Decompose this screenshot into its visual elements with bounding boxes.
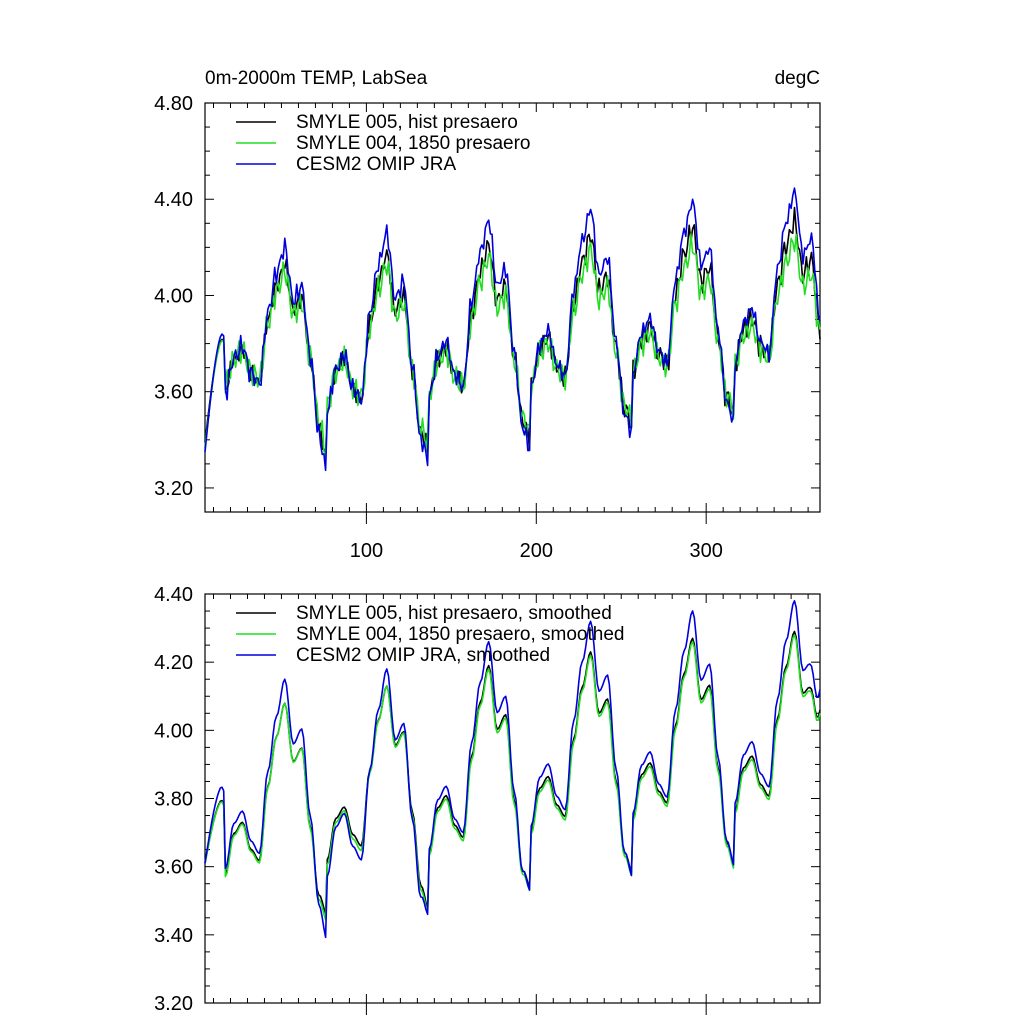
chart-title: 0m-2000m TEMP, LabSea (205, 68, 428, 89)
y-tick-label: 4.20 (154, 652, 193, 674)
legend-label-0: SMYLE 005, hist presaero, smoothed (296, 603, 612, 624)
x-tick-label: 200 (520, 540, 553, 562)
y-tick-label: 3.20 (154, 478, 193, 500)
x-tick-label: 100 (350, 540, 383, 562)
legend-label-2: CESM2 OMIP JRA, smoothed (296, 645, 550, 666)
series-line-2 (204, 600, 821, 939)
legend-label-1: SMYLE 004, 1850 presaero (296, 133, 531, 154)
legend-label-1: SMYLE 004, 1850 presaero, smoothed (296, 624, 624, 645)
plot-frame (204, 102, 821, 513)
y-tick-label: 3.80 (154, 789, 193, 811)
y-tick-label: 4.00 (154, 720, 193, 742)
y-tick-label: 3.60 (154, 382, 193, 404)
series-line-1 (204, 634, 821, 921)
y-tick-label: 3.20 (154, 993, 193, 1015)
series-line-0 (204, 206, 821, 456)
legend-label-0: SMYLE 005, hist presaero (296, 112, 518, 133)
units-label: degC (775, 68, 820, 89)
bottom-plot-panel: 3.20 3.40 3.60 3.80 4.00 4.20 4.40 SMYLE 005, h… (154, 584, 821, 1015)
y-tick-label: 4.00 (154, 285, 193, 307)
y-tick-label: 4.40 (154, 189, 193, 211)
top-plot-panel: 3.20 3.60 4.00 4.40 4.80 100 200 300 SMYLE 005, … (154, 93, 821, 562)
y-tick-label: 3.40 (154, 925, 193, 947)
legend-label-2: CESM2 OMIP JRA (296, 154, 456, 175)
y-tick-label: 4.40 (154, 584, 193, 606)
series-line-2 (204, 187, 821, 472)
x-tick-label: 300 (689, 540, 722, 562)
y-tick-label: 3.60 (154, 857, 193, 879)
y-tick-label: 4.80 (154, 93, 193, 115)
